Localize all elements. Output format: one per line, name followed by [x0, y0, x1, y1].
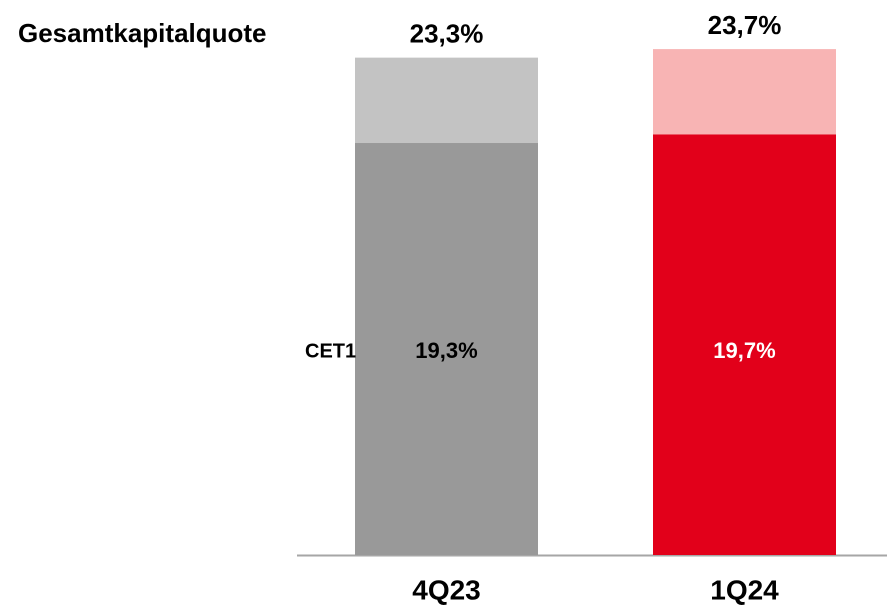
x-tick-label: 1Q24: [710, 574, 779, 605]
bar-segment: [355, 143, 538, 555]
bar-segment: [653, 134, 836, 555]
bar-segment: [355, 57, 538, 144]
bar-segment: [653, 49, 836, 135]
value-label: 19,3%: [415, 338, 477, 363]
value-label: 19,7%: [713, 338, 775, 363]
x-tick-label: 4Q23: [412, 574, 481, 605]
total-label: 23,7%: [708, 10, 782, 40]
series-label: CET1: [305, 340, 356, 362]
total-label: 23,3%: [410, 19, 484, 49]
chart-title: Gesamtkapitalquote: [18, 18, 267, 48]
